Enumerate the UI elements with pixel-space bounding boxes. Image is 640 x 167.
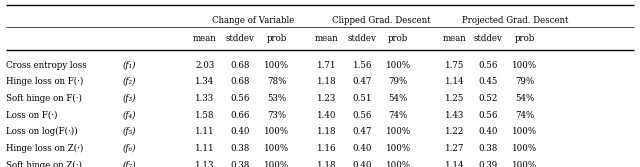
Text: 1.43: 1.43 [445,111,464,120]
Text: 1.33: 1.33 [195,94,214,103]
Text: mean: mean [315,34,338,43]
Text: prob: prob [515,34,535,43]
Text: 0.56: 0.56 [230,94,250,103]
Text: 100%: 100% [512,127,538,136]
Text: 54%: 54% [515,94,534,103]
Text: 1.13: 1.13 [195,161,214,167]
Text: 0.52: 0.52 [478,94,497,103]
Text: 1.25: 1.25 [445,94,464,103]
Text: 1.16: 1.16 [317,144,336,153]
Text: prob: prob [266,34,287,43]
Text: (f₇): (f₇) [123,161,136,167]
Text: 0.39: 0.39 [478,161,497,167]
Text: 0.38: 0.38 [478,144,497,153]
Text: 74%: 74% [515,111,534,120]
Text: 53%: 53% [267,94,286,103]
Text: 0.56: 0.56 [478,61,497,70]
Text: 100%: 100% [512,161,538,167]
Text: 0.38: 0.38 [230,144,250,153]
Text: 74%: 74% [388,111,408,120]
Text: 100%: 100% [264,127,289,136]
Text: 100%: 100% [512,144,538,153]
Text: 1.18: 1.18 [317,127,336,136]
Text: Projected Grad. Descent: Projected Grad. Descent [462,16,568,25]
Text: 1.71: 1.71 [317,61,336,70]
Text: 1.14: 1.14 [445,77,464,86]
Text: 79%: 79% [515,77,534,86]
Text: 2.03: 2.03 [195,61,214,70]
Text: Soft hinge on Z(·): Soft hinge on Z(·) [6,161,83,167]
Text: 0.47: 0.47 [353,127,372,136]
Text: 1.40: 1.40 [317,111,336,120]
Text: 100%: 100% [385,127,411,136]
Text: Loss on F(·): Loss on F(·) [6,111,58,120]
Text: 79%: 79% [388,77,408,86]
Text: 1.75: 1.75 [445,61,464,70]
Text: 73%: 73% [267,111,286,120]
Text: 1.58: 1.58 [195,111,214,120]
Text: 0.68: 0.68 [230,61,250,70]
Text: 100%: 100% [385,61,411,70]
Text: Clipped Grad. Descent: Clipped Grad. Descent [332,16,430,25]
Text: Change of Variable: Change of Variable [212,16,294,25]
Text: mean: mean [193,34,216,43]
Text: 0.45: 0.45 [478,77,497,86]
Text: 1.34: 1.34 [195,77,214,86]
Text: 0.66: 0.66 [230,111,250,120]
Text: mean: mean [443,34,466,43]
Text: 78%: 78% [267,77,286,86]
Text: Hinge loss on F(·): Hinge loss on F(·) [6,77,84,86]
Text: stddev: stddev [473,34,502,43]
Text: 0.40: 0.40 [353,144,372,153]
Text: (f₂): (f₂) [123,77,136,86]
Text: 100%: 100% [385,161,411,167]
Text: 1.27: 1.27 [445,144,464,153]
Text: 0.51: 0.51 [353,94,372,103]
Text: 100%: 100% [512,61,538,70]
Text: 0.40: 0.40 [353,161,372,167]
Text: 0.40: 0.40 [478,127,497,136]
Text: 100%: 100% [264,61,289,70]
Text: (f₅): (f₅) [123,127,136,136]
Text: 0.56: 0.56 [353,111,372,120]
Text: stddev: stddev [225,34,255,43]
Text: 1.22: 1.22 [445,127,464,136]
Text: 1.18: 1.18 [317,161,336,167]
Text: 0.40: 0.40 [230,127,250,136]
Text: 1.14: 1.14 [445,161,464,167]
Text: 1.18: 1.18 [317,77,336,86]
Text: stddev: stddev [348,34,377,43]
Text: (f₃): (f₃) [123,94,136,103]
Text: Hinge loss on Z(·): Hinge loss on Z(·) [6,144,84,153]
Text: 100%: 100% [264,161,289,167]
Text: 1.23: 1.23 [317,94,336,103]
Text: 100%: 100% [264,144,289,153]
Text: 1.11: 1.11 [195,127,214,136]
Text: (f₁): (f₁) [123,61,136,70]
Text: 1.11: 1.11 [195,144,214,153]
Text: Cross entropy loss: Cross entropy loss [6,61,87,70]
Text: 0.56: 0.56 [478,111,497,120]
Text: Loss on log(F(·)): Loss on log(F(·)) [6,127,78,136]
Text: prob: prob [388,34,408,43]
Text: (f₆): (f₆) [123,144,136,153]
Text: 0.38: 0.38 [230,161,250,167]
Text: 0.68: 0.68 [230,77,250,86]
Text: 100%: 100% [385,144,411,153]
Text: (f₄): (f₄) [123,111,136,120]
Text: 0.47: 0.47 [353,77,372,86]
Text: Soft hinge on F(·): Soft hinge on F(·) [6,94,83,103]
Text: 54%: 54% [388,94,408,103]
Text: 1.56: 1.56 [353,61,372,70]
